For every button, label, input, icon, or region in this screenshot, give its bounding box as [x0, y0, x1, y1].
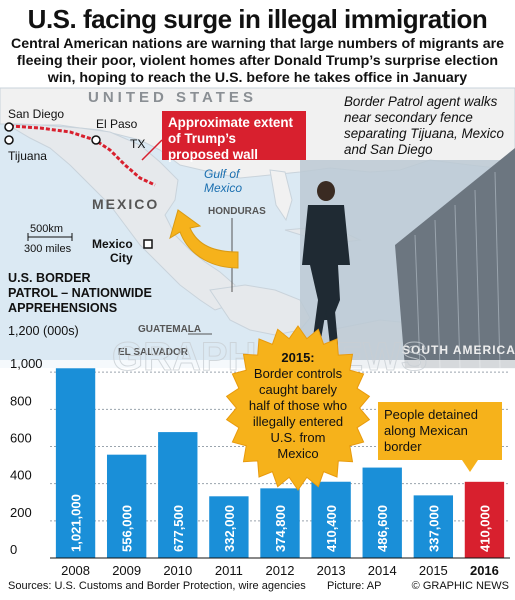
bar-2010 — [158, 432, 198, 558]
florida-landmass — [269, 169, 293, 222]
border-patrol-agent — [302, 181, 350, 345]
callout-2015-starburst: 2015: Border controls caught barely half… — [225, 325, 371, 491]
x-tick-label: 2013 — [317, 563, 346, 578]
city-mexico-1: Mexico — [92, 237, 133, 251]
fence-mesh — [414, 171, 501, 369]
footer-credit: © GRAPHIC NEWS — [411, 580, 509, 592]
scale-km: 500km — [30, 223, 63, 235]
callout-2015-line3: half of those who — [249, 398, 347, 413]
chart-unit: 1,200 (000s) — [8, 324, 79, 338]
footer-picture: Picture: AP — [327, 580, 382, 592]
x-tick-label: 2008 — [61, 563, 90, 578]
chart-title-line1: U.S. BORDER — [8, 271, 91, 285]
bar-2012 — [260, 488, 300, 558]
chart-x-labels: 2008 2009 2010 2011 2012 2013 2014 2015 2016 — [61, 563, 499, 578]
callout-2015-line4: illegally entered — [253, 414, 343, 429]
callout-2016-box: People detained along Mexican border — [378, 402, 502, 472]
y-tick-label: 0 — [10, 542, 17, 557]
map-label-south-america: SOUTH AMERICA — [402, 343, 515, 357]
bar-value-label: 677,500 — [171, 505, 186, 552]
bar-2011 — [209, 496, 249, 558]
footer-sources: Sources: U.S. Customs and Border Protect… — [8, 580, 306, 592]
chart-bars: 1,021,000 556,000 677,500 332,000 374,800 410… — [55, 368, 505, 558]
y-tick-label: 200 — [10, 505, 32, 520]
y-top-tick: 1,200 — [8, 324, 40, 338]
callout-2015-line6: Mexico — [277, 446, 318, 461]
chart-title-line2: PATROL – NATIONWIDE — [8, 286, 152, 300]
callout-2015-line1: Border controls — [254, 366, 343, 381]
city-el-paso: El Paso — [96, 117, 138, 131]
bar-value-label: 1,021,000 — [69, 494, 84, 552]
wall-callout-pointer — [141, 139, 163, 161]
el-paso-marker — [91, 135, 101, 145]
callout-2016-line2: along Mexican — [384, 423, 468, 438]
bar-value-label: 556,000 — [120, 505, 135, 552]
y-tick-label: 600 — [10, 431, 32, 446]
callout-2016-line1: People detained — [384, 407, 478, 422]
scale-miles: 300 miles — [24, 243, 72, 255]
photo-caption: Border Patrol agent walks near secondary… — [344, 94, 504, 157]
map-country-mexico: MEXICO — [92, 196, 159, 212]
chart-title: U.S. BORDER PATROL – NATIONWIDE APPREHEN… — [8, 271, 152, 316]
mexico-landmass — [6, 124, 236, 311]
map-label-honduras: HONDURAS — [208, 206, 266, 217]
bar-2014 — [362, 467, 402, 558]
callout-2016-line3: border — [384, 439, 422, 454]
map-label-gulf-2: Mexico — [204, 181, 242, 195]
chart-y-ticks: 0 200 400 600 800 1,000 — [10, 356, 43, 557]
bar-value-label: 486,600 — [375, 505, 390, 552]
page-title: U.S. facing surge in illegal immigration — [27, 4, 488, 34]
bar-value-label: 410,000 — [477, 505, 492, 552]
bar-value-label: 410,400 — [324, 505, 339, 552]
wall-label-box: Approximate extent of Trump’s proposed w… — [162, 111, 306, 162]
bar-value-label: 374,800 — [273, 505, 288, 552]
city-tijuana: Tijuana — [8, 149, 47, 163]
map-country-us: UNITED STATES — [88, 89, 257, 106]
chart-title-line3: APPREHENSIONS — [8, 301, 118, 315]
x-tick-label: 2010 — [163, 563, 192, 578]
x-tick-label: 2012 — [266, 563, 295, 578]
map-label-gulf-1: Gulf of — [204, 167, 241, 181]
callout-2015-line5: U.S. from — [271, 430, 326, 445]
x-tick-label: 2016 — [470, 563, 499, 578]
bar-2009 — [106, 454, 147, 558]
bar-2015 — [413, 495, 454, 558]
tijuana-marker — [4, 135, 14, 145]
city-san-diego: San Diego — [8, 107, 64, 121]
x-tick-label: 2009 — [112, 563, 141, 578]
border-fence — [395, 148, 515, 368]
y-tick-label: 800 — [10, 393, 32, 408]
x-tick-label: 2014 — [368, 563, 397, 578]
bar-2016 — [464, 481, 505, 558]
mexico-city-marker — [143, 239, 153, 249]
bar-2008 — [55, 368, 96, 558]
map-scale-bar — [27, 233, 73, 241]
map-label-el-salvador: EL SALVADOR — [118, 347, 189, 358]
callout-2015-head: 2015: — [281, 350, 314, 365]
bar-2013 — [311, 481, 351, 558]
y-unit-label: (000s) — [43, 324, 79, 338]
state-tx: TX — [130, 137, 145, 151]
intro-text: Central American nations are warning tha… — [10, 36, 504, 86]
bar-value-label: 337,000 — [426, 505, 441, 552]
x-tick-label: 2015 — [419, 563, 448, 578]
bar-value-label: 332,000 — [222, 505, 237, 552]
callout-2015-line2: caught barely — [259, 382, 338, 397]
map-label-guatemala: GUATEMALA — [138, 324, 201, 335]
x-tick-label: 2011 — [215, 563, 243, 578]
y-tick-label: 1,000 — [10, 356, 43, 371]
san-diego-marker — [4, 122, 14, 132]
y-tick-label: 400 — [10, 468, 32, 483]
migration-arrow — [169, 209, 239, 269]
city-mexico-2: City — [110, 251, 133, 265]
